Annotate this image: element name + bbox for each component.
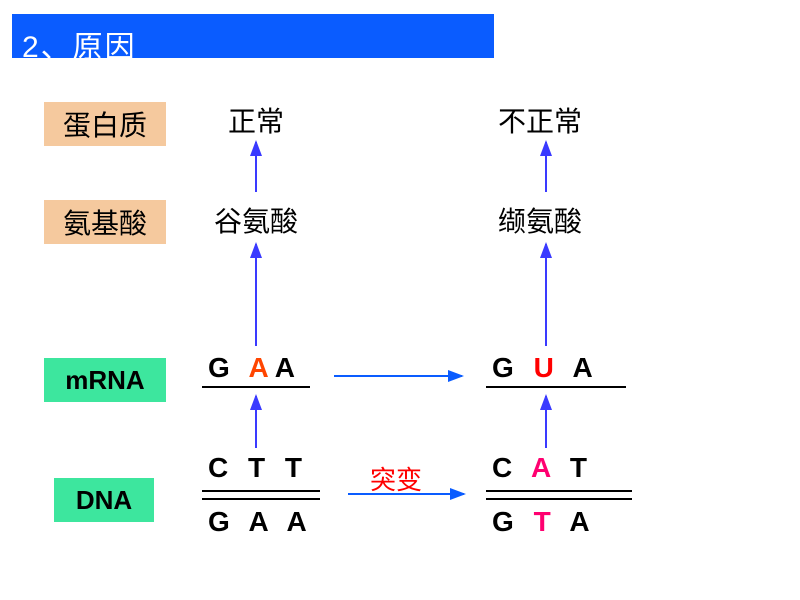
dna-right-line1 — [486, 490, 632, 492]
mrna-left-codon: G AA — [208, 352, 301, 384]
dna-left-bot: G A A — [208, 506, 313, 538]
mrna-left-underline — [202, 386, 310, 388]
dna-left-line1 — [202, 490, 320, 492]
mrna-right-underline — [486, 386, 626, 388]
node-valine: 缬氨酸 — [498, 200, 582, 240]
node-mutation-label: 突变 — [370, 460, 422, 497]
dna-right-bot: G T A — [492, 506, 596, 538]
node-glutamic-acid: 谷氨酸 — [214, 200, 298, 240]
node-abnormal: 不正常 — [498, 100, 582, 140]
label-protein: 蛋白质 — [44, 102, 166, 146]
node-normal: 正常 — [228, 100, 284, 140]
section-title: 2、原因 — [12, 14, 494, 58]
mrna-right-codon: G U A — [492, 352, 599, 384]
dna-right-top: C A T — [492, 452, 593, 484]
dna-left-top: C T T — [208, 452, 308, 484]
label-dna: DNA — [54, 478, 154, 522]
label-mrna: mRNA — [44, 358, 166, 402]
dna-right-line2 — [486, 498, 632, 500]
label-aminoacid: 氨基酸 — [44, 200, 166, 244]
dna-left-line2 — [202, 498, 320, 500]
